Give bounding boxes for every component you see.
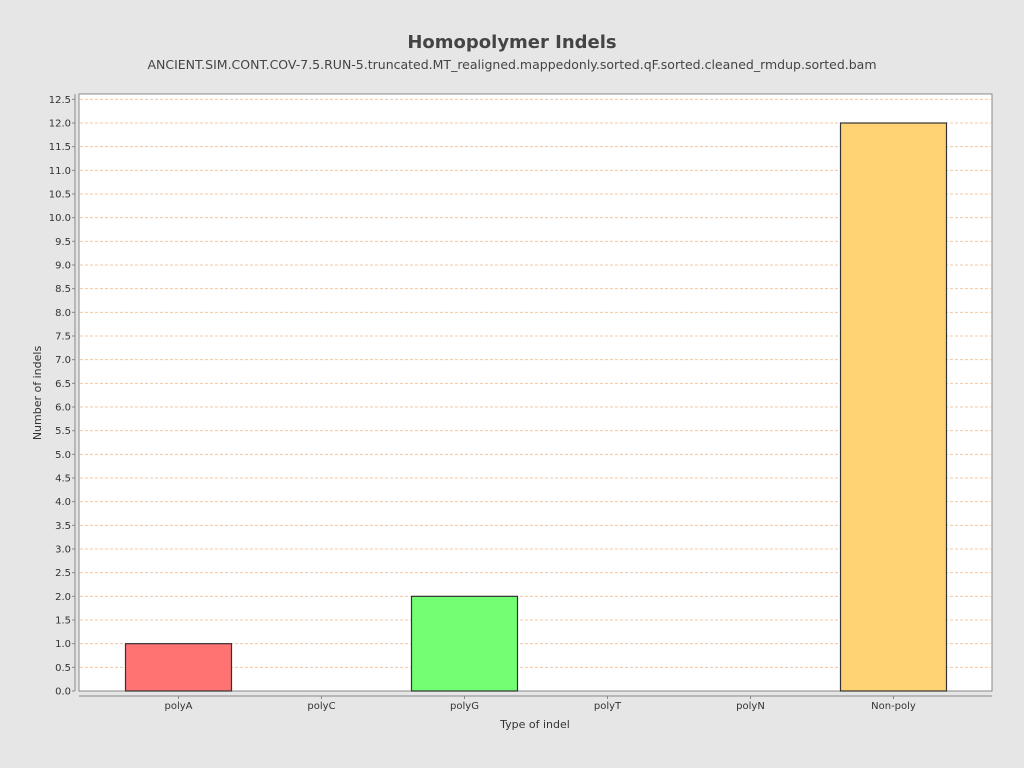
y-tick-label: 6.0	[55, 403, 71, 414]
y-axis-label: Number of indels	[31, 346, 44, 441]
y-tick-label: 7.0	[55, 355, 71, 366]
bar-non-poly	[839, 122, 948, 692]
x-tick-label: polyT	[594, 701, 622, 712]
x-tick-label: polyA	[164, 701, 192, 712]
bar-polyg	[410, 595, 519, 692]
y-tick-label: 5.0	[55, 450, 71, 461]
x-axis-label: Type of indel	[499, 718, 570, 731]
y-tick-label: 10.5	[49, 190, 71, 201]
y-tick-label: 3.0	[55, 545, 71, 556]
y-tick-label: 0.0	[55, 687, 71, 698]
y-tick-label: 2.0	[55, 592, 71, 603]
y-tick-label: 9.0	[55, 261, 71, 272]
y-tick-label: 1.5	[55, 616, 71, 627]
y-tick-label: 3.5	[55, 521, 71, 532]
y-tick-label: 0.5	[55, 663, 71, 674]
y-tick-label: 10.0	[49, 213, 71, 224]
x-axis-ticks: polyA polyC polyG polyT polyN Non-poly	[164, 696, 916, 712]
y-tick-label: 12.5	[49, 95, 71, 106]
y-tick-label: 8.0	[55, 308, 71, 319]
y-tick-label: 12.0	[49, 119, 71, 130]
bar-polya	[124, 643, 233, 692]
chart-subtitle: ANCIENT.SIM.CONT.COV-7.5.RUN-5.truncated…	[147, 57, 876, 72]
bars	[124, 122, 948, 692]
x-tick-label: Non-poly	[871, 701, 916, 712]
y-tick-label: 11.0	[49, 166, 71, 177]
y-tick-label: 6.5	[55, 379, 71, 390]
y-tick-label: 4.5	[55, 474, 71, 485]
y-tick-label: 8.5	[55, 284, 71, 295]
x-tick-label: polyG	[450, 701, 479, 712]
y-tick-label: 7.5	[55, 332, 71, 343]
y-tick-label: 2.5	[55, 568, 71, 579]
y-tick-label: 9.5	[55, 237, 71, 248]
y-tick-label: 5.5	[55, 426, 71, 437]
x-tick-label: polyC	[307, 701, 335, 712]
y-tick-label: 11.5	[49, 142, 71, 153]
chart-title: Homopolymer Indels	[407, 32, 616, 53]
y-axis-ticks: 0.0 0.5 1.0 1.5 2.0 2.5 3.0 3.5 4.0 4.5 5.0 5.5 6.0 6…	[49, 95, 75, 698]
x-tick-label: polyN	[736, 701, 765, 712]
y-tick-label: 4.0	[55, 497, 71, 508]
y-tick-label: 1.0	[55, 639, 71, 650]
